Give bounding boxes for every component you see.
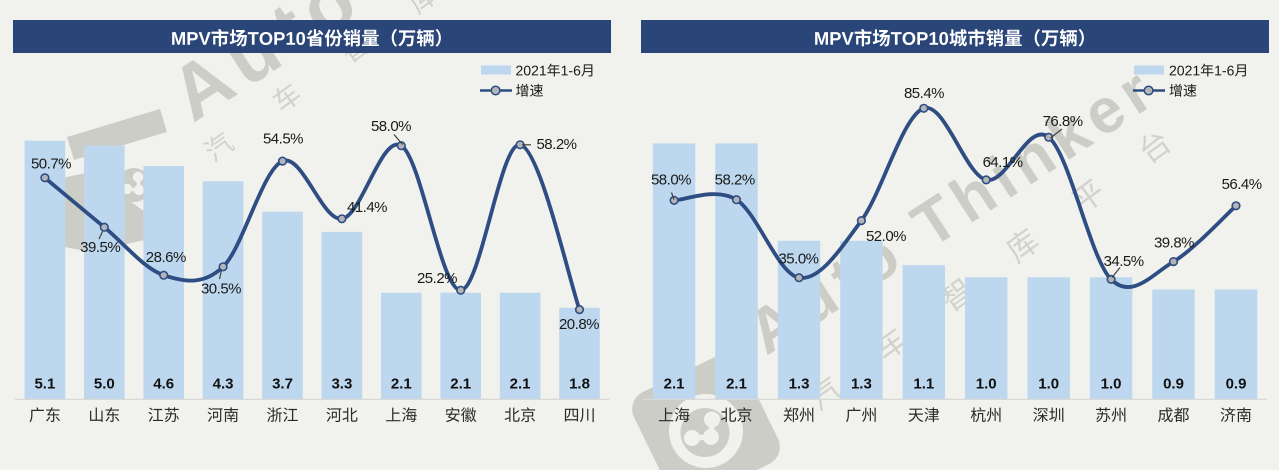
svg-text:54.5%: 54.5% bbox=[263, 131, 303, 148]
svg-text:5.1: 5.1 bbox=[34, 376, 55, 393]
svg-text:1.0: 1.0 bbox=[1101, 376, 1122, 393]
svg-text:30.5%: 30.5% bbox=[201, 280, 241, 297]
svg-text:41.4%: 41.4% bbox=[347, 199, 387, 216]
svg-text:58.0%: 58.0% bbox=[371, 118, 411, 135]
svg-text:58.0%: 58.0% bbox=[651, 172, 691, 189]
svg-text:52.0%: 52.0% bbox=[866, 228, 906, 245]
svg-text:28.6%: 28.6% bbox=[146, 249, 186, 266]
svg-text:1.1: 1.1 bbox=[913, 376, 934, 393]
svg-text:25.2%: 25.2% bbox=[417, 270, 457, 287]
svg-text:1.0: 1.0 bbox=[976, 376, 997, 393]
svg-text:58.2%: 58.2% bbox=[536, 136, 576, 153]
svg-text:20.8%: 20.8% bbox=[559, 316, 599, 333]
svg-text:85.4%: 85.4% bbox=[904, 85, 944, 102]
svg-text:39.8%: 39.8% bbox=[1154, 235, 1194, 252]
svg-text:3.3: 3.3 bbox=[331, 376, 352, 393]
svg-text:1.8: 1.8 bbox=[569, 376, 590, 393]
svg-text:35.0%: 35.0% bbox=[778, 251, 818, 268]
svg-text:0.9: 0.9 bbox=[1226, 376, 1247, 393]
svg-text:2.1: 2.1 bbox=[510, 376, 531, 393]
svg-text:1.3: 1.3 bbox=[789, 376, 810, 393]
svg-text:58.2%: 58.2% bbox=[715, 172, 755, 189]
svg-text:4.3: 4.3 bbox=[213, 376, 234, 393]
svg-text:4.6: 4.6 bbox=[153, 376, 174, 393]
svg-text:34.5%: 34.5% bbox=[1104, 253, 1144, 270]
svg-text:2.1: 2.1 bbox=[391, 376, 412, 393]
svg-text:3.7: 3.7 bbox=[272, 376, 293, 393]
svg-text:76.8%: 76.8% bbox=[1043, 113, 1083, 130]
svg-text:56.4%: 56.4% bbox=[1222, 176, 1262, 193]
svg-text:2.1: 2.1 bbox=[726, 376, 747, 393]
svg-text:2.1: 2.1 bbox=[664, 376, 685, 393]
svg-text:1.3: 1.3 bbox=[851, 376, 872, 393]
svg-text:2.1: 2.1 bbox=[450, 376, 471, 393]
svg-text:1.0: 1.0 bbox=[1038, 376, 1059, 393]
svg-text:5.0: 5.0 bbox=[94, 376, 115, 393]
svg-text:64.1%: 64.1% bbox=[983, 154, 1023, 171]
svg-text:0.9: 0.9 bbox=[1163, 376, 1184, 393]
svg-text:39.5%: 39.5% bbox=[80, 239, 120, 256]
svg-text:50.7%: 50.7% bbox=[31, 156, 71, 173]
